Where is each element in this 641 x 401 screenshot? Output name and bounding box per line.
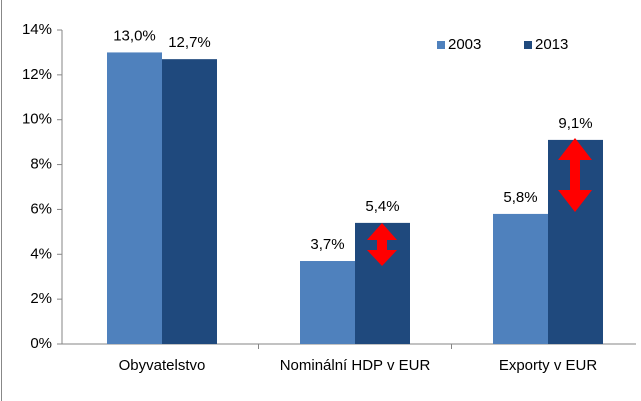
value-label: 13,0% bbox=[113, 27, 156, 44]
value-label: 12,7% bbox=[168, 34, 211, 51]
bar bbox=[493, 213, 548, 344]
value-label: 9,1% bbox=[558, 115, 592, 132]
legend-label: 2013 bbox=[535, 36, 568, 53]
y-tick-label: 2% bbox=[30, 290, 52, 307]
double-arrow bbox=[367, 223, 397, 266]
bar bbox=[300, 261, 355, 344]
y-tick-label: 6% bbox=[30, 200, 52, 217]
value-label: 5,8% bbox=[503, 189, 537, 206]
legend-swatch bbox=[437, 41, 445, 49]
bar bbox=[107, 52, 162, 345]
y-tick-label: 10% bbox=[22, 111, 52, 128]
legend-swatch bbox=[524, 41, 532, 49]
annotation-arrows bbox=[367, 138, 592, 266]
double-arrow bbox=[558, 138, 592, 212]
value-label: 5,4% bbox=[365, 198, 399, 215]
y-tick-label: 4% bbox=[30, 245, 52, 262]
x-tick-label: Nominální HDP v EUR bbox=[280, 357, 431, 374]
y-tick-label: 14% bbox=[22, 21, 52, 38]
bar bbox=[162, 59, 217, 345]
y-tick-label: 12% bbox=[22, 66, 52, 83]
x-tick-label: Obyvatelstvo bbox=[119, 357, 206, 374]
y-tick-label: 0% bbox=[30, 335, 52, 352]
value-label: 3,7% bbox=[310, 236, 344, 253]
y-tick-label: 8% bbox=[30, 156, 52, 173]
legend-label: 2003 bbox=[448, 36, 481, 53]
x-tick-label: Exporty v EUR bbox=[499, 357, 598, 374]
